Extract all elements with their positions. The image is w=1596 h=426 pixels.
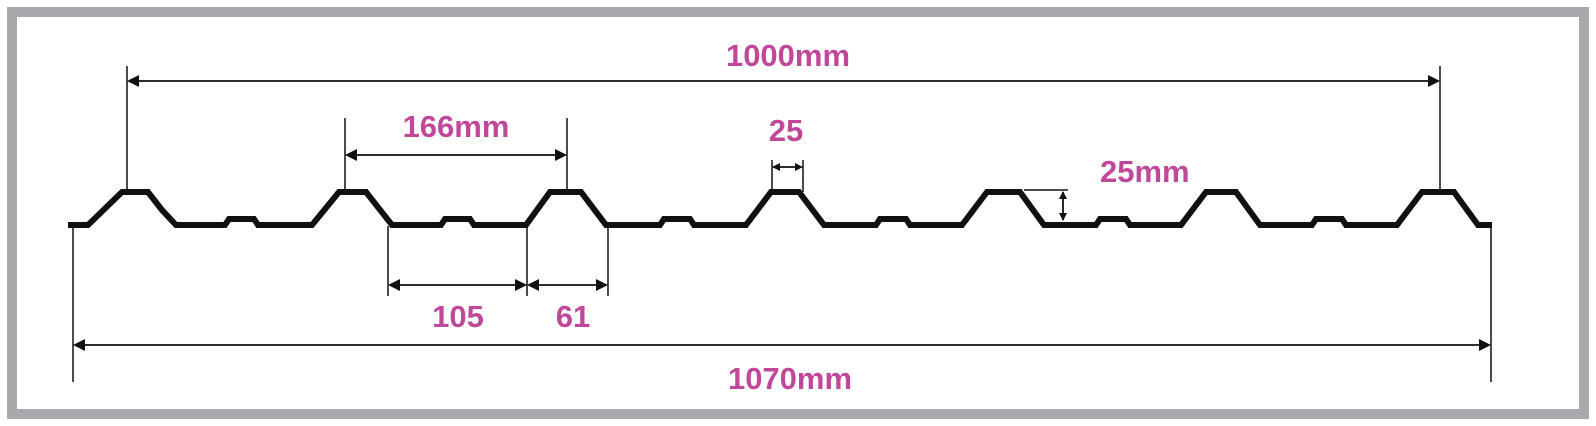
label-rib-pitch: 166mm <box>403 109 510 144</box>
dimension-lines <box>73 75 1491 351</box>
dimension-labels: 1000mm 166mm 25 25mm 105 61 1070mm <box>403 38 1190 396</box>
label-crest-width: 25 <box>769 113 803 148</box>
sheet-profile-line <box>68 189 1492 228</box>
outer-frame <box>7 7 1589 419</box>
label-rib-base: 61 <box>556 299 590 334</box>
label-valley-width: 105 <box>432 299 484 334</box>
label-effective-width: 1000mm <box>726 38 850 73</box>
label-rib-height: 25mm <box>1100 154 1190 189</box>
label-overall-width: 1070mm <box>728 361 852 396</box>
